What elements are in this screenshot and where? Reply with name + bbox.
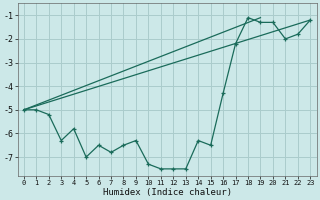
X-axis label: Humidex (Indice chaleur): Humidex (Indice chaleur) <box>103 188 232 197</box>
